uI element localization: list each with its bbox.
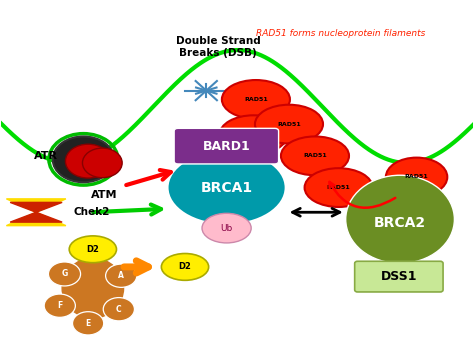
Text: Chek2: Chek2 — [74, 207, 110, 217]
Text: ATM: ATM — [91, 190, 117, 200]
Circle shape — [65, 144, 111, 178]
Text: BRCA2: BRCA2 — [374, 216, 426, 230]
Polygon shape — [6, 199, 66, 225]
Text: BRCA1: BRCA1 — [201, 181, 253, 195]
Polygon shape — [10, 202, 62, 222]
Text: DSS1: DSS1 — [381, 270, 417, 283]
Circle shape — [103, 298, 135, 321]
Ellipse shape — [305, 168, 373, 207]
Text: RAD51: RAD51 — [405, 175, 428, 179]
Text: Ub: Ub — [220, 224, 233, 233]
Text: RAD51: RAD51 — [277, 122, 301, 127]
Ellipse shape — [167, 150, 286, 224]
Ellipse shape — [346, 175, 455, 263]
Text: RAD51: RAD51 — [242, 132, 265, 137]
Ellipse shape — [202, 213, 251, 243]
Ellipse shape — [255, 105, 323, 143]
Text: A: A — [118, 271, 124, 280]
Circle shape — [106, 264, 137, 287]
Text: ATR: ATR — [34, 151, 58, 161]
Text: D2: D2 — [179, 262, 191, 272]
Ellipse shape — [222, 80, 290, 119]
Circle shape — [73, 312, 104, 335]
Ellipse shape — [281, 136, 349, 175]
Text: RAD51: RAD51 — [327, 185, 350, 190]
Circle shape — [53, 136, 114, 182]
Ellipse shape — [161, 253, 209, 280]
Text: F: F — [57, 301, 63, 310]
Ellipse shape — [386, 158, 447, 196]
FancyBboxPatch shape — [355, 261, 443, 292]
Circle shape — [48, 262, 81, 286]
Text: C: C — [116, 305, 122, 314]
Text: E: E — [85, 319, 91, 328]
Ellipse shape — [69, 236, 117, 263]
Text: BARD1: BARD1 — [202, 139, 250, 153]
Text: Double Strand
Breaks (DSB): Double Strand Breaks (DSB) — [176, 36, 261, 58]
Circle shape — [82, 148, 122, 178]
Ellipse shape — [219, 115, 288, 154]
Circle shape — [44, 294, 75, 317]
Text: RAD51: RAD51 — [244, 97, 268, 102]
Text: RAD51 forms nucleoprotein filaments: RAD51 forms nucleoprotein filaments — [256, 29, 426, 38]
Ellipse shape — [62, 258, 124, 318]
Text: D2: D2 — [86, 245, 99, 254]
Text: RAD51: RAD51 — [303, 153, 327, 158]
FancyBboxPatch shape — [174, 129, 279, 164]
Text: G: G — [61, 269, 68, 279]
